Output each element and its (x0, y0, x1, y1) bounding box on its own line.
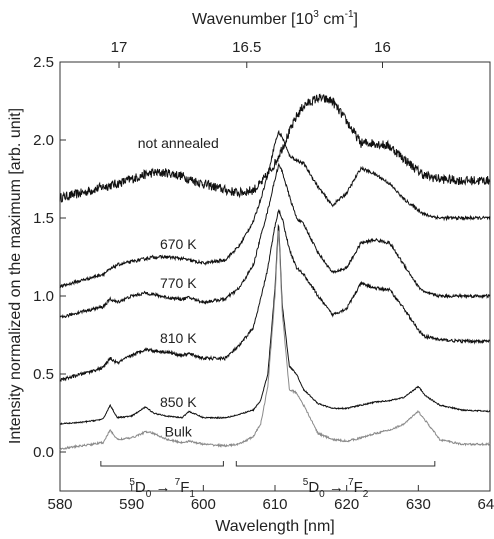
top-tick-label: 16.5 (232, 39, 261, 56)
x-tick-label: 580 (47, 496, 72, 513)
top-axis-title-unit-exp: -1 (345, 9, 354, 20)
top-axis-title-exp: 3 (313, 9, 319, 20)
transition-label-part: F (354, 479, 363, 496)
y-tick-label: 2.0 (33, 132, 54, 149)
top-axis-title-end: ] (354, 11, 358, 28)
x-tick-label: 640 (477, 496, 494, 513)
y-tick-label: 2.5 (33, 54, 54, 71)
transition-label-part: → (151, 479, 174, 496)
curve-label: 810 K (160, 330, 197, 346)
transition-label-part: F (180, 479, 189, 496)
y-axis-title: Intensity normalized on the maximum [arb… (7, 108, 24, 444)
curve-label: not annealed (138, 135, 219, 151)
curve-labels: not annealed 670 K 770 K 810 K 850 K Bulk (138, 135, 219, 440)
transition-label-part: 1 (189, 489, 195, 500)
curve-label: 850 K (160, 394, 197, 410)
top-tick-label: 16 (374, 39, 391, 56)
top-axis-title: Wavenumber [103 cm-1] (192, 9, 358, 28)
axis-ticks: 580 590 600 610 620 630 640 0.0 0.5 1.0 1.5 2.0 2.5 1… (33, 39, 494, 513)
transition-label-part: 0 (146, 489, 152, 500)
transition-label-part: → (325, 479, 348, 496)
transition-label-part: 5 (129, 477, 135, 488)
curve-label: 670 K (160, 236, 197, 252)
transition-label-part: 5 (303, 477, 309, 488)
x-tick-label: 620 (334, 496, 359, 513)
series-line (59, 230, 491, 451)
y-tick-label: 1.0 (33, 288, 54, 305)
x-tick-label: 600 (191, 496, 216, 513)
y-tick-label: 0.0 (33, 444, 54, 461)
transition-label-part: D (308, 479, 319, 496)
series-line (59, 162, 491, 319)
curve-label: Bulk (165, 423, 193, 439)
series-layer (59, 93, 491, 451)
plot-frame (59, 61, 491, 492)
series-line (59, 129, 491, 289)
transition-label-part: 7 (348, 477, 354, 488)
y-tick-label: 0.5 (33, 366, 54, 383)
top-axis-title-unit: cm (319, 11, 345, 28)
transition-bracket (235, 461, 436, 467)
transition-label: 5D0 → 7F1 (129, 477, 195, 500)
top-tick-label: 17 (111, 39, 128, 56)
transition-label-part: 2 (363, 489, 369, 500)
series-line (59, 93, 491, 203)
series-line (59, 208, 491, 382)
transition-label: 5D0 → 7F2 (303, 477, 369, 500)
series-line (59, 223, 491, 426)
transition-label-part: 7 (175, 477, 181, 488)
top-axis-title-main: Wavenumber [10 (192, 11, 313, 28)
x-tick-label: 630 (406, 496, 431, 513)
x-axis-title: Wavelength [nm] (215, 518, 334, 535)
transition-label-part: D (135, 479, 146, 496)
transition-label-part: 0 (319, 489, 325, 500)
x-tick-label: 590 (119, 496, 144, 513)
x-tick-label: 610 (262, 496, 287, 513)
y-tick-label: 1.5 (33, 210, 54, 227)
curve-label: 770 K (160, 275, 197, 291)
transition-bracket (100, 461, 224, 467)
